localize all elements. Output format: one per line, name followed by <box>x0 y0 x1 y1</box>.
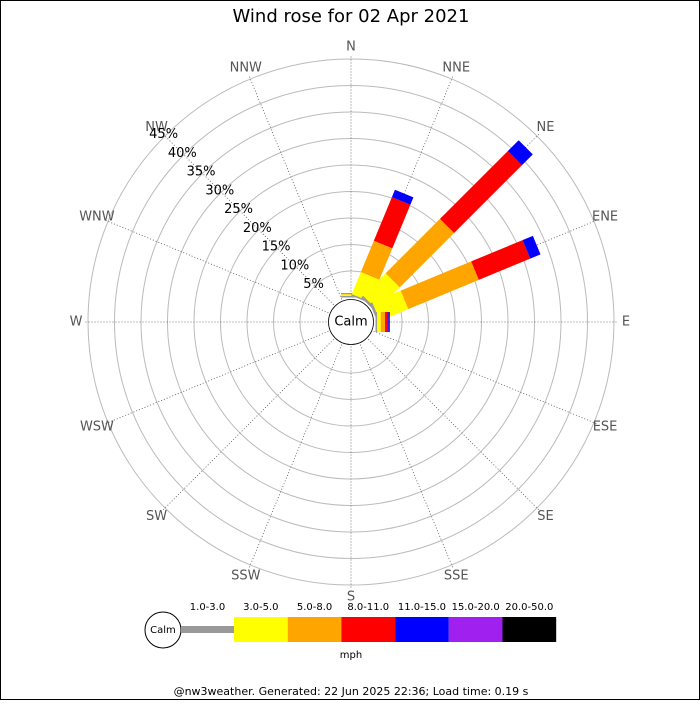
ring <box>114 85 588 559</box>
ring <box>87 58 615 586</box>
legend-label: 20.0-50.0 <box>505 602 553 613</box>
spoke <box>248 344 342 568</box>
unit-label: mph <box>340 650 362 661</box>
bar-segment <box>385 312 389 332</box>
bar-segment <box>522 235 541 259</box>
tick-label: 25% <box>224 202 253 217</box>
direction-label: SE <box>537 509 553 524</box>
tick-label: 10% <box>280 258 309 273</box>
ring <box>299 270 403 374</box>
direction-label: ENE <box>592 209 618 224</box>
bar-segment <box>373 197 411 249</box>
bar-segment <box>507 140 533 166</box>
bar-segment <box>400 261 479 310</box>
direction-label: SSE <box>444 569 469 584</box>
direction-label: S <box>347 590 355 605</box>
direction-label: NW <box>145 120 168 135</box>
spoke <box>368 339 540 511</box>
direction-label: E <box>622 315 630 330</box>
spoke <box>373 331 597 425</box>
legend-swatch <box>341 617 396 642</box>
footer: @nw3weather. Generated: 22 Jun 2025 22:3… <box>174 685 529 698</box>
ring <box>140 111 562 533</box>
legend-swatch <box>181 626 234 633</box>
spoke <box>105 219 329 313</box>
bar-segment <box>375 312 378 332</box>
tick-label: 20% <box>243 221 272 236</box>
bar-segment <box>360 240 393 280</box>
legend-swatch <box>234 617 288 642</box>
tick-label: 35% <box>187 165 216 180</box>
bar-segment <box>391 189 414 205</box>
spoke <box>162 339 334 511</box>
direction-label: NE <box>536 120 554 135</box>
direction-label: ESE <box>593 420 618 435</box>
spoke <box>248 76 342 300</box>
legend-swatch <box>287 617 342 642</box>
direction-label: N <box>346 40 356 55</box>
ring <box>246 217 456 427</box>
direction-label: SSW <box>231 569 261 584</box>
calm-label: Calm <box>334 315 367 330</box>
direction-label: W <box>70 315 83 330</box>
direction-label: WNW <box>79 209 115 224</box>
tick-label: 15% <box>262 240 291 255</box>
direction-label: NNW <box>230 60 262 75</box>
legend-label: 11.0-15.0 <box>398 602 446 613</box>
legend-swatch <box>395 617 449 642</box>
legend-label: 3.0-5.0 <box>243 602 278 613</box>
bar-segment <box>388 312 390 332</box>
legend-label: 8.0-11.0 <box>347 602 389 613</box>
ring <box>273 244 429 400</box>
bar-segment <box>385 218 455 288</box>
spoke <box>360 76 454 300</box>
bar-segment <box>439 151 522 234</box>
calm-circle <box>328 299 374 345</box>
bar-segment <box>377 312 381 332</box>
bar-segment <box>380 312 386 332</box>
legend-label: 5.0-8.0 <box>297 602 332 613</box>
spoke <box>105 331 329 425</box>
tick-label: 30% <box>205 183 234 198</box>
legend-swatch <box>448 617 503 642</box>
chart-title: Wind rose for 02 Apr 2021 <box>233 6 470 27</box>
direction-label: WSW <box>80 420 114 435</box>
bar-segment <box>363 273 400 310</box>
direction-label: NNE <box>442 60 470 75</box>
legend-calm-label: Calm <box>150 625 176 636</box>
legend-label: 15.0-20.0 <box>452 602 500 613</box>
direction-label: SW <box>146 509 167 524</box>
bar-segment <box>471 240 531 280</box>
spoke <box>360 344 454 568</box>
spoke <box>162 133 334 305</box>
tick-label: 5% <box>303 277 324 292</box>
tick-label: 40% <box>168 146 197 161</box>
tick-label: 45% <box>149 127 178 142</box>
legend-swatch <box>502 617 557 642</box>
legend-label: 1.0-3.0 <box>190 602 225 613</box>
